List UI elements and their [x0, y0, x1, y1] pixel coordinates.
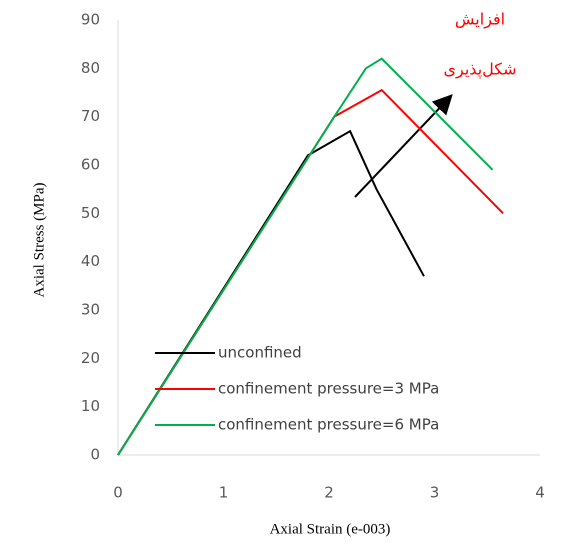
series-line: [117, 129, 425, 456]
legend-label: confinement pressure=3 MPa: [218, 380, 439, 398]
legend-label: confinement pressure=6 MPa: [218, 416, 439, 434]
y-tick-label: 10: [81, 397, 100, 415]
y-tick-label: 60: [81, 156, 100, 174]
y-tick-label: 50: [81, 204, 100, 222]
y-tick-label: 30: [81, 301, 100, 319]
y-axis-title: Axial Stress (MPa): [31, 183, 47, 298]
annotation: شکل‌پذیری: [443, 60, 516, 80]
x-tick-label: 2: [324, 484, 334, 502]
y-tick-label: 70: [81, 107, 100, 125]
y-tick-label: 40: [81, 252, 100, 270]
y-tick-label: 90: [81, 11, 100, 29]
x-tick-label: 3: [430, 484, 440, 502]
x-tick-label: 0: [113, 484, 123, 502]
annotation: افزایش: [455, 10, 505, 30]
series-line: [117, 57, 494, 456]
legend-label: unconfined: [218, 344, 302, 362]
series-line: [117, 88, 504, 456]
y-tick-label: 80: [81, 59, 100, 77]
x-tick-label: 1: [219, 484, 229, 502]
x-axis-title: Axial Strain (e-003): [270, 521, 391, 537]
y-tick-label: 0: [90, 446, 100, 464]
arrow: [354, 94, 453, 198]
y-tick-label: 20: [81, 349, 100, 367]
x-tick-label: 4: [535, 484, 545, 502]
